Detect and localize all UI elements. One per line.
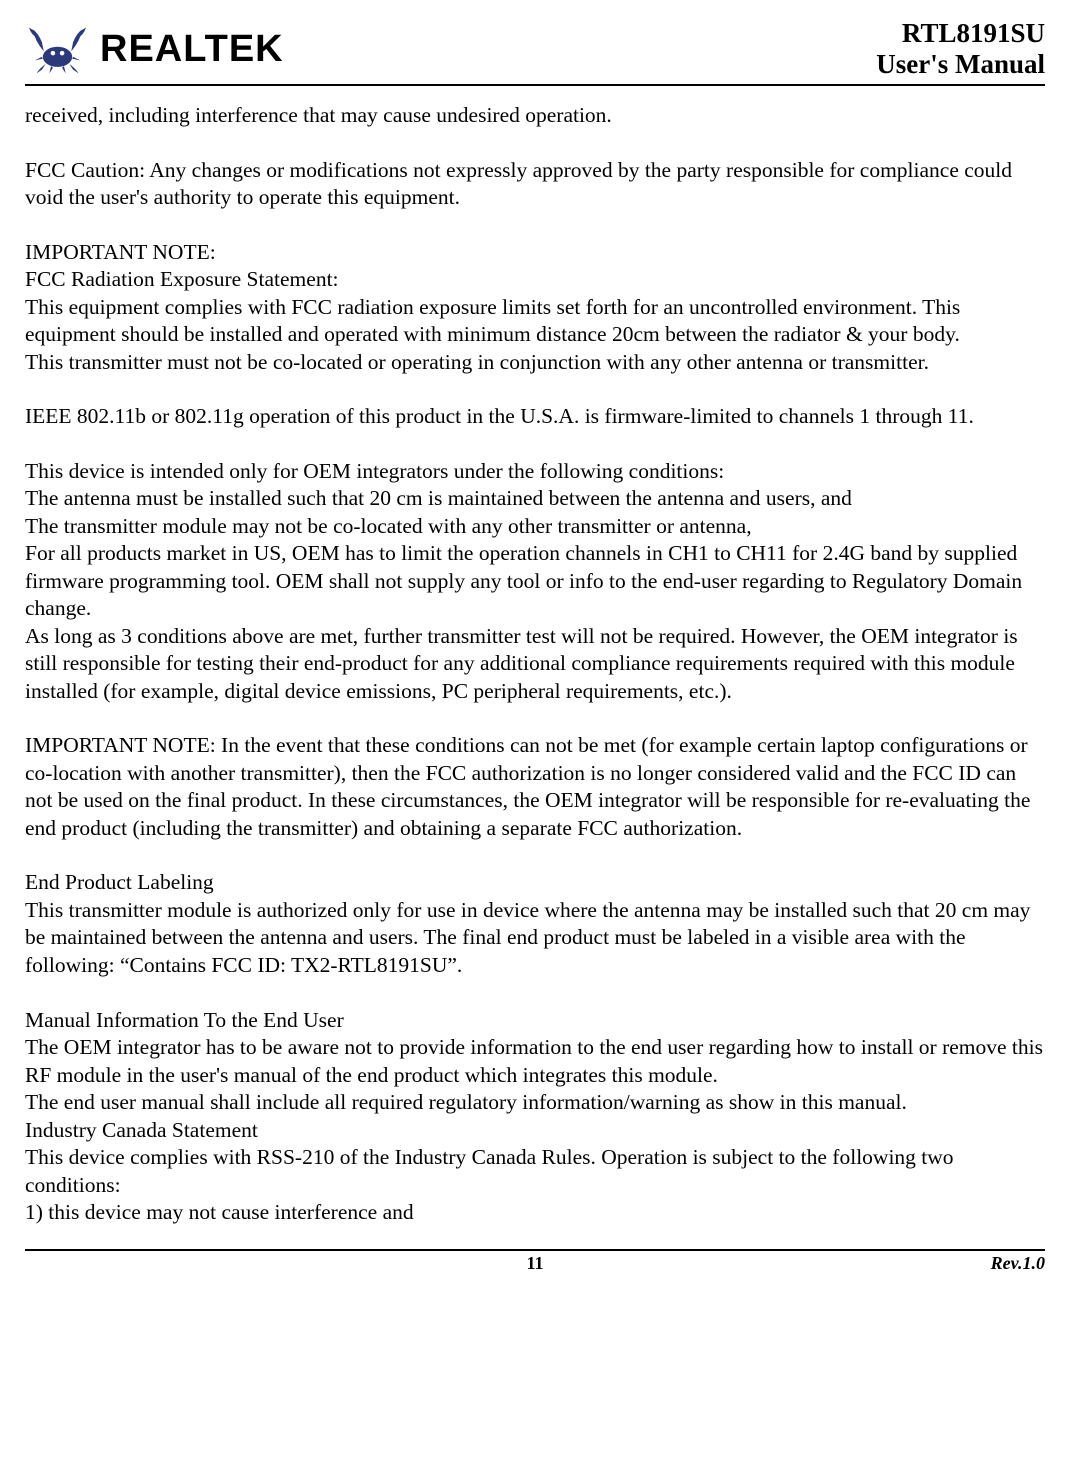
logo-section: REALTEK — [25, 22, 284, 77]
body-text: Manual Information To the End User — [25, 1007, 1045, 1035]
body-text: received, including interference that ma… — [25, 102, 1045, 130]
body-text: IMPORTANT NOTE: — [25, 239, 1045, 267]
body-text: This transmitter must not be co-located … — [25, 349, 1045, 377]
product-model: RTL8191SU — [876, 18, 1045, 49]
body-text: Industry Canada Statement — [25, 1117, 1045, 1145]
body-text: FCC Caution: Any changes or modification… — [25, 157, 1045, 212]
footer-left-spacer — [25, 1253, 365, 1274]
revision-label: Rev.1.0 — [705, 1253, 1045, 1274]
document-page: REALTEK RTL8191SU User's Manual received… — [0, 0, 1070, 1284]
body-text: The end user manual shall include all re… — [25, 1089, 1045, 1117]
body-text: The antenna must be installed such that … — [25, 485, 1045, 513]
body-text: IMPORTANT NOTE: In the event that these … — [25, 732, 1045, 842]
body-text: The transmitter module may not be co-loc… — [25, 513, 1045, 541]
body-text: This device complies with RSS-210 of the… — [25, 1144, 1045, 1199]
body-text: As long as 3 conditions above are met, f… — [25, 623, 1045, 706]
body-text: This transmitter module is authorized on… — [25, 897, 1045, 980]
realtek-crab-icon — [25, 22, 90, 77]
body-text: End Product Labeling — [25, 869, 1045, 897]
manual-title: User's Manual — [876, 49, 1045, 80]
header-title: RTL8191SU User's Manual — [876, 18, 1045, 80]
page-header: REALTEK RTL8191SU User's Manual — [25, 18, 1045, 86]
body-text: For all products market in US, OEM has t… — [25, 540, 1045, 623]
document-body: received, including interference that ma… — [25, 86, 1045, 1227]
page-number: 11 — [365, 1253, 705, 1274]
logo-text: REALTEK — [100, 28, 284, 71]
body-text: The OEM integrator has to be aware not t… — [25, 1034, 1045, 1089]
body-text: This equipment complies with FCC radiati… — [25, 294, 1045, 349]
body-text: IEEE 802.11b or 802.11g operation of thi… — [25, 403, 1045, 431]
body-text: FCC Radiation Exposure Statement: — [25, 266, 1045, 294]
page-footer: 11 Rev.1.0 — [25, 1249, 1045, 1274]
body-text: This device is intended only for OEM int… — [25, 458, 1045, 486]
body-text: 1) this device may not cause interferenc… — [25, 1199, 1045, 1227]
